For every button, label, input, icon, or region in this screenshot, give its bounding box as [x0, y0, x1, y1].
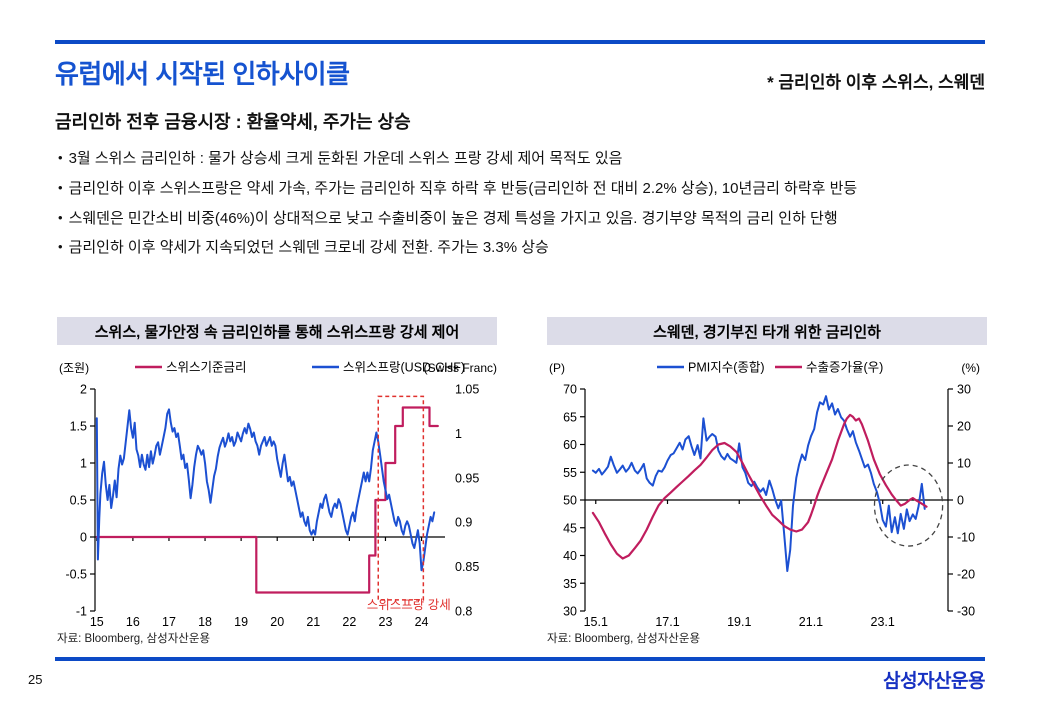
svg-text:(Swiss Franc): (Swiss Franc)	[424, 361, 497, 375]
svg-text:-30: -30	[957, 605, 975, 619]
title-note: * 금리인하 이후 스위스, 스웨덴	[767, 73, 985, 92]
bullet-list: 3월 스위스 금리인하 : 물가 상승세 크게 둔화된 가운데 스위스 프랑 강…	[58, 150, 988, 269]
svg-text:19.1: 19.1	[727, 615, 751, 629]
svg-text:0.5: 0.5	[70, 494, 87, 508]
bullet-item-2: 금리인하 이후 스위스프랑은 약세 가속, 주가는 금리인하 직후 하락 후 반…	[58, 180, 988, 199]
svg-text:20: 20	[270, 615, 284, 629]
svg-text:19: 19	[234, 615, 248, 629]
company-logo: 삼성자산운용	[883, 671, 985, 692]
sweden-chart-header: 스웨덴, 경기부진 타개 위한 금리인하	[547, 317, 987, 345]
sweden-chart: (P) (%) PMI지수(종합) 수출증가율(우) 70 65 60 55 50 45 40 35 3…	[547, 361, 980, 646]
svg-text:55: 55	[563, 466, 577, 480]
svg-text:-0.5: -0.5	[65, 568, 87, 582]
svg-text:40: 40	[563, 549, 577, 563]
svg-text:(조원): (조원)	[59, 361, 89, 375]
svg-text:17.1: 17.1	[655, 615, 679, 629]
svg-text:-20: -20	[957, 568, 975, 582]
svg-text:0.85: 0.85	[455, 560, 479, 574]
svg-text:1: 1	[80, 457, 87, 471]
page-title: 유럽에서 시작된 인하사이클	[55, 59, 350, 89]
subtitle: 금리인하 전후 금융시장 : 환율약세, 주가는 상승	[55, 112, 411, 132]
svg-text:15.1: 15.1	[584, 615, 608, 629]
swiss-chart: (조원) (Swiss Franc)스위스기준금리 스위스프랑(USD-CHF)21…	[57, 361, 497, 646]
svg-text:50: 50	[563, 494, 577, 508]
svg-text:0: 0	[80, 531, 87, 545]
svg-text:-1: -1	[76, 605, 87, 619]
svg-text:10: 10	[957, 457, 971, 471]
svg-text:23: 23	[379, 615, 393, 629]
svg-text:자료: Bloomberg, 삼성자산운용: 자료: Bloomberg, 삼성자산운용	[57, 632, 210, 645]
svg-text:0.8: 0.8	[455, 605, 472, 619]
svg-text:21.1: 21.1	[799, 615, 823, 629]
svg-text:60: 60	[563, 438, 577, 452]
svg-text:65: 65	[563, 410, 577, 424]
top-rule	[55, 40, 985, 44]
svg-text:20: 20	[957, 420, 971, 434]
svg-text:30: 30	[957, 383, 971, 397]
bullet-item-1: 3월 스위스 금리인하 : 물가 상승세 크게 둔화된 가운데 스위스 프랑 강…	[58, 150, 988, 169]
svg-text:1: 1	[455, 427, 462, 441]
svg-text:(%): (%)	[961, 361, 980, 375]
svg-text:15: 15	[90, 615, 104, 629]
svg-text:16: 16	[126, 615, 140, 629]
svg-text:18: 18	[198, 615, 212, 629]
svg-text:70: 70	[563, 383, 577, 397]
svg-text:1.5: 1.5	[70, 420, 87, 434]
svg-text:수출증가율(우): 수출증가율(우)	[806, 361, 883, 375]
bullet-item-3: 스웨덴은 민간소비 비중(46%)이 상대적으로 낮고 수출비중이 높은 경제 …	[58, 210, 988, 229]
svg-text:22: 22	[342, 615, 356, 629]
svg-text:0: 0	[957, 494, 964, 508]
svg-text:스위스프랑(USD-CHF): 스위스프랑(USD-CHF)	[343, 361, 465, 375]
svg-text:23.1: 23.1	[871, 615, 895, 629]
svg-text:(P): (P)	[549, 361, 565, 375]
svg-text:45: 45	[563, 521, 577, 535]
footer-rule	[55, 657, 985, 661]
svg-text:0.95: 0.95	[455, 471, 479, 485]
svg-text:-10: -10	[957, 531, 975, 545]
swiss-chart-header: 스위스, 물가안정 속 금리인하를 통해 스위스프랑 강세 제어	[57, 317, 497, 345]
svg-text:자료: Bloomberg, 삼성자산운용: 자료: Bloomberg, 삼성자산운용	[547, 632, 700, 645]
page-number: 25	[28, 672, 43, 687]
svg-text:스위스프랑 강세: 스위스프랑 강세	[367, 598, 451, 612]
bullet-item-4: 금리인하 이후 약세가 지속되었던 스웨덴 크로네 강세 전환. 주가는 3.3…	[58, 239, 988, 258]
svg-text:30: 30	[563, 605, 577, 619]
svg-text:24: 24	[415, 615, 429, 629]
svg-text:PMI지수(종합): PMI지수(종합)	[688, 361, 765, 375]
svg-text:2: 2	[80, 383, 87, 397]
svg-text:스위스기준금리: 스위스기준금리	[166, 361, 247, 375]
svg-text:21: 21	[306, 615, 320, 629]
svg-text:35: 35	[563, 577, 577, 591]
svg-text:17: 17	[162, 615, 176, 629]
svg-text:0.9: 0.9	[455, 516, 472, 530]
svg-text:1.05: 1.05	[455, 383, 479, 397]
